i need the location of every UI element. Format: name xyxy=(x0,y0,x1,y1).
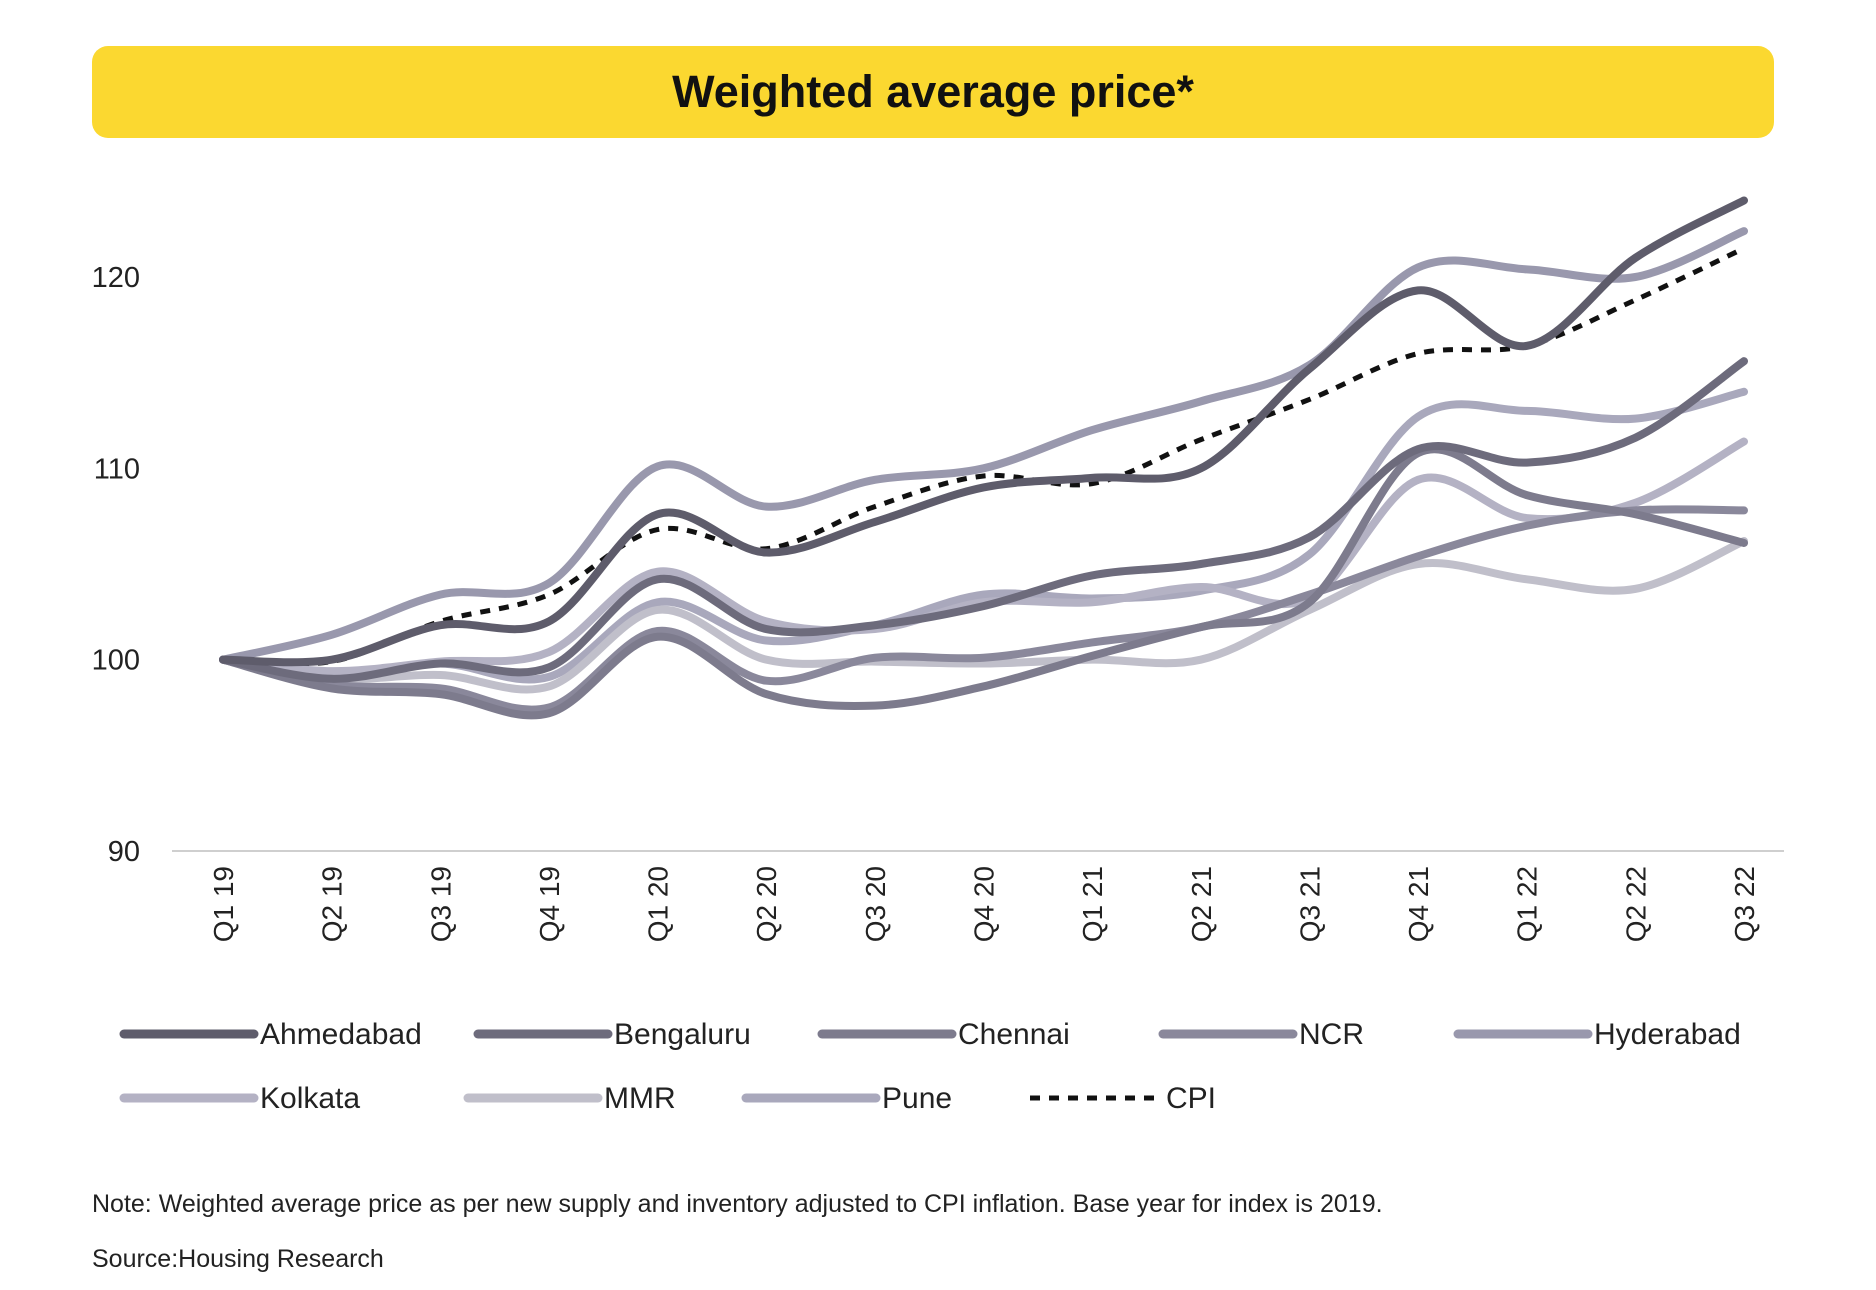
legend-label: Pune xyxy=(882,1082,952,1115)
title-banner: Weighted average price* xyxy=(92,46,1774,138)
series-line-pune xyxy=(219,387,1748,684)
legend-label: NCR xyxy=(1299,1018,1364,1051)
series-line-bengaluru xyxy=(219,357,1748,683)
x-tick-label: Q2 22 xyxy=(1620,866,1651,942)
x-tick-label: Q3 21 xyxy=(1294,866,1325,942)
y-tick-label: 110 xyxy=(94,453,140,485)
x-tick-label: Q3 19 xyxy=(425,866,456,942)
legend-label: Chennai xyxy=(958,1018,1070,1051)
chart-title: Weighted average price* xyxy=(672,66,1194,117)
series-line-hyderabad xyxy=(219,227,1748,664)
x-tick-label: Q2 19 xyxy=(317,866,348,942)
series-line-mmr xyxy=(219,537,1748,694)
series-line-chennai xyxy=(219,445,1748,720)
x-tick-label: Q4 20 xyxy=(969,866,1000,942)
x-tick-label: Q4 19 xyxy=(534,866,565,942)
legend-label: MMR xyxy=(604,1082,676,1115)
x-tick-label: Q3 22 xyxy=(1729,866,1760,942)
series-line-cpi xyxy=(222,246,1746,667)
x-tick-label: Q1 20 xyxy=(643,866,674,942)
legend-label: Bengaluru xyxy=(614,1018,751,1051)
legend-label: Kolkata xyxy=(260,1082,360,1115)
y-tick-label: 120 xyxy=(92,262,140,294)
x-tick-label: Q1 21 xyxy=(1077,866,1108,942)
x-tick-label: Q1 22 xyxy=(1512,866,1543,942)
x-tick-label: Q1 19 xyxy=(208,866,239,942)
series-line-ahmedabad xyxy=(219,196,1748,667)
line-chart: 90 100 110 120 Q1 19 Q2 19 Q3 19 Q4 19 Q1 20 Q2 2… xyxy=(92,196,1784,1115)
y-tick-label: 90 xyxy=(108,836,140,868)
chart-source: Source:Housing Research xyxy=(92,1245,384,1273)
y-tick-label: 100 xyxy=(92,645,140,677)
series-line-ncr xyxy=(219,505,1748,714)
legend-label: CPI xyxy=(1166,1082,1216,1115)
chart-note: Note: Weighted average price as per new … xyxy=(92,1190,1383,1218)
x-tick-label: Q3 20 xyxy=(860,866,891,942)
legend-label: Hyderabad xyxy=(1594,1018,1741,1051)
x-tick-label: Q2 21 xyxy=(1186,866,1217,942)
legend-label: Ahmedabad xyxy=(260,1018,422,1051)
x-tick-label: Q2 20 xyxy=(751,866,782,942)
x-tick-label: Q4 21 xyxy=(1403,866,1434,942)
